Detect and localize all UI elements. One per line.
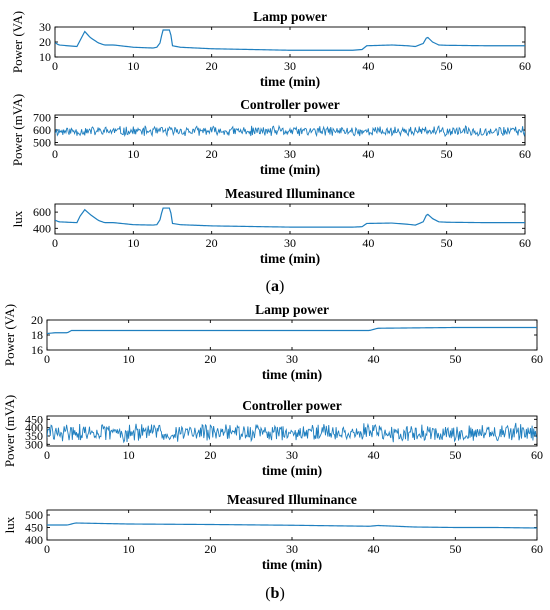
x-axis-label: time (min): [262, 463, 322, 478]
x-tick-label: 40: [368, 542, 380, 556]
x-tick-label: 0: [52, 236, 58, 250]
x-tick-label: 20: [204, 448, 216, 462]
x-tick-label: 60: [519, 147, 531, 161]
y-tick-label: 600: [33, 123, 51, 137]
plot-title: Measured Illuminance: [225, 186, 355, 201]
subplot-b-3: Measured Illuminance 0 10 20 30 40 50 60 5004504…: [2, 492, 543, 572]
x-tick-label: 50: [441, 147, 453, 161]
y-axis-label: Power (VA): [10, 11, 25, 73]
x-tick-label: 50: [441, 59, 453, 73]
series-line: [55, 124, 525, 138]
x-axis-label: time (min): [262, 367, 322, 382]
series-line: [47, 422, 537, 444]
x-axis-label: time (min): [260, 74, 320, 89]
x-tick-label: 0: [44, 542, 50, 556]
y-tick-label: 400: [25, 533, 43, 547]
x-tick-label: 40: [362, 147, 374, 161]
axes-frame: [54, 26, 526, 58]
x-tick-label: 40: [362, 236, 374, 250]
plot-title: Controller power: [242, 398, 342, 413]
x-tick-label: 10: [127, 59, 139, 73]
y-tick-label: 700: [33, 111, 51, 125]
x-tick-label: 20: [206, 236, 218, 250]
x-tick-label: 30: [286, 352, 298, 366]
x-tick-label: 30: [284, 236, 296, 250]
x-axis-label: time (min): [260, 162, 320, 177]
x-tick-label: 20: [206, 59, 218, 73]
x-tick-label: 20: [204, 352, 216, 366]
y-tick-label: 450: [25, 412, 43, 426]
x-tick-label: 50: [441, 236, 453, 250]
x-tick-label: 60: [531, 448, 543, 462]
x-tick-label: 40: [368, 352, 380, 366]
series-line: [47, 326, 537, 335]
x-tick-label: 30: [284, 59, 296, 73]
y-tick-label: 30: [39, 20, 51, 34]
x-tick-label: 60: [519, 59, 531, 73]
plot-title: Measured Illuminance: [227, 492, 357, 507]
y-tick-label: 500: [25, 508, 43, 522]
series-line: [55, 207, 525, 228]
x-tick-label: 30: [286, 542, 298, 556]
x-axis-label: time (min): [260, 251, 320, 266]
x-tick-label: 60: [519, 236, 531, 250]
y-tick-label: 300: [25, 437, 43, 451]
x-tick-label: 50: [449, 352, 461, 366]
x-tick-label: 0: [44, 352, 50, 366]
y-tick-label: 20: [39, 35, 51, 49]
plot-title: Controller power: [240, 97, 340, 112]
x-tick-label: 20: [204, 542, 216, 556]
x-tick-label: 0: [52, 147, 58, 161]
y-axis-label: Power (mVA): [2, 395, 17, 467]
x-tick-label: 30: [284, 147, 296, 161]
x-tick-label: 10: [123, 352, 135, 366]
y-axis-label: Power (mVA): [10, 94, 25, 166]
x-tick-label: 50: [449, 448, 461, 462]
y-axis-label: Power (VA): [2, 304, 17, 366]
panel-label-b: (b): [265, 585, 285, 602]
x-tick-label: 0: [52, 59, 58, 73]
series-line: [47, 522, 537, 529]
subplot-b-2: Controller power 0 10 20 30 40 50 60 45040035030…: [2, 395, 543, 478]
plot-title: Lamp power: [253, 9, 327, 24]
y-axis-label: lux: [10, 210, 25, 227]
x-tick-label: 10: [127, 236, 139, 250]
y-tick-label: 18: [31, 328, 43, 342]
x-tick-label: 0: [44, 448, 50, 462]
x-tick-label: 50: [449, 542, 461, 556]
x-tick-label: 10: [127, 147, 139, 161]
y-tick-label: 16: [31, 343, 43, 357]
subplot-a-3: Measured Illuminance 0 10 20 30 40 50 60 600 400 t…: [10, 186, 531, 266]
axes-frame: [46, 319, 538, 351]
y-tick-label: 400: [33, 221, 51, 235]
x-tick-label: 10: [123, 542, 135, 556]
plot-title: Lamp power: [255, 302, 329, 317]
y-tick-label: 500: [33, 136, 51, 150]
axes-frame: [54, 203, 526, 235]
y-tick-label: 10: [39, 50, 51, 64]
x-tick-label: 20: [206, 147, 218, 161]
y-tick-label: 600: [33, 205, 51, 219]
x-axis-label: time (min): [262, 557, 322, 572]
x-tick-label: 40: [368, 448, 380, 462]
panel-label-a: (a): [266, 278, 285, 295]
y-tick-label: 20: [31, 313, 43, 327]
x-tick-label: 30: [286, 448, 298, 462]
x-tick-label: 60: [531, 542, 543, 556]
x-tick-label: 60: [531, 352, 543, 366]
x-tick-label: 10: [123, 448, 135, 462]
y-tick-label: 450: [25, 521, 43, 535]
y-tick-label: 400: [25, 421, 43, 435]
y-tick-label: 350: [25, 429, 43, 443]
x-tick-label: 40: [362, 59, 374, 73]
y-axis-label: lux: [2, 516, 17, 533]
series-line: [55, 29, 525, 51]
